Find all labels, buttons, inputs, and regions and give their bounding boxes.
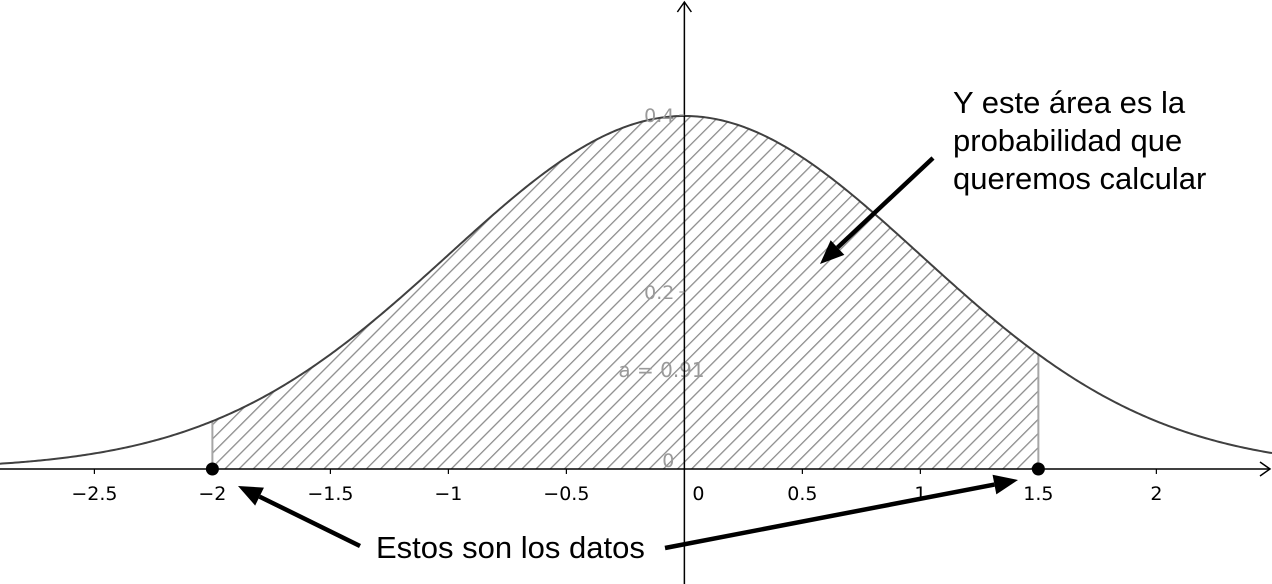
ticks-group: −2.5 −2 −1.5 −1 −0.5 0 0.5 1 1.5 20.40.20 (71, 105, 1162, 505)
area-arrow-shaft (835, 156, 935, 250)
y-tick-label: 0.2 (644, 282, 674, 304)
x-tick-label: −1 (434, 483, 462, 505)
area-arrow-head (820, 240, 845, 264)
data-annotation: Estos son los datos (376, 530, 645, 565)
x-tick-label: 2 (1150, 483, 1162, 505)
x-tick-label: 0 (692, 483, 704, 505)
shaded-area-group: a = 0.91 (211, 115, 1040, 469)
right-data-arrow-head (992, 474, 1018, 495)
area-value-label: a = 0.91 (618, 358, 704, 382)
area-annotation: Y este área es la probabilidad que quere… (953, 84, 1206, 198)
x-tick-label: 1.5 (1023, 483, 1053, 505)
x-tick-label: −2.5 (71, 483, 117, 505)
area-annotation-line-3: queremos calcular (953, 161, 1207, 196)
area-annotation-line-1: Y este área es la (953, 85, 1186, 120)
density-curve-group (0, 114, 1272, 465)
data-point (205, 462, 219, 476)
annotation-arrows-group (238, 156, 1018, 551)
x-tick-label: −1.5 (307, 483, 353, 505)
y-axis-arrowhead (676, 0, 692, 13)
shaded-region (212, 115, 1039, 469)
y-tick-label: 0.4 (644, 105, 674, 127)
left-data-arrow-shaft (258, 494, 361, 549)
x-axis-arrowhead (1259, 461, 1272, 477)
x-tick-label: 0.5 (787, 483, 817, 505)
density-curve (0, 114, 1272, 465)
origin-label: 0 (662, 450, 674, 472)
x-tick-label: −2 (198, 483, 226, 505)
points-group (205, 462, 1045, 476)
x-tick-label: −0.5 (543, 483, 589, 505)
right-data-arrow-shaft (664, 482, 995, 551)
area-annotation-line-2: probabilidad que (953, 123, 1183, 158)
data-point (1031, 462, 1045, 476)
left-data-arrow-head (238, 486, 264, 506)
